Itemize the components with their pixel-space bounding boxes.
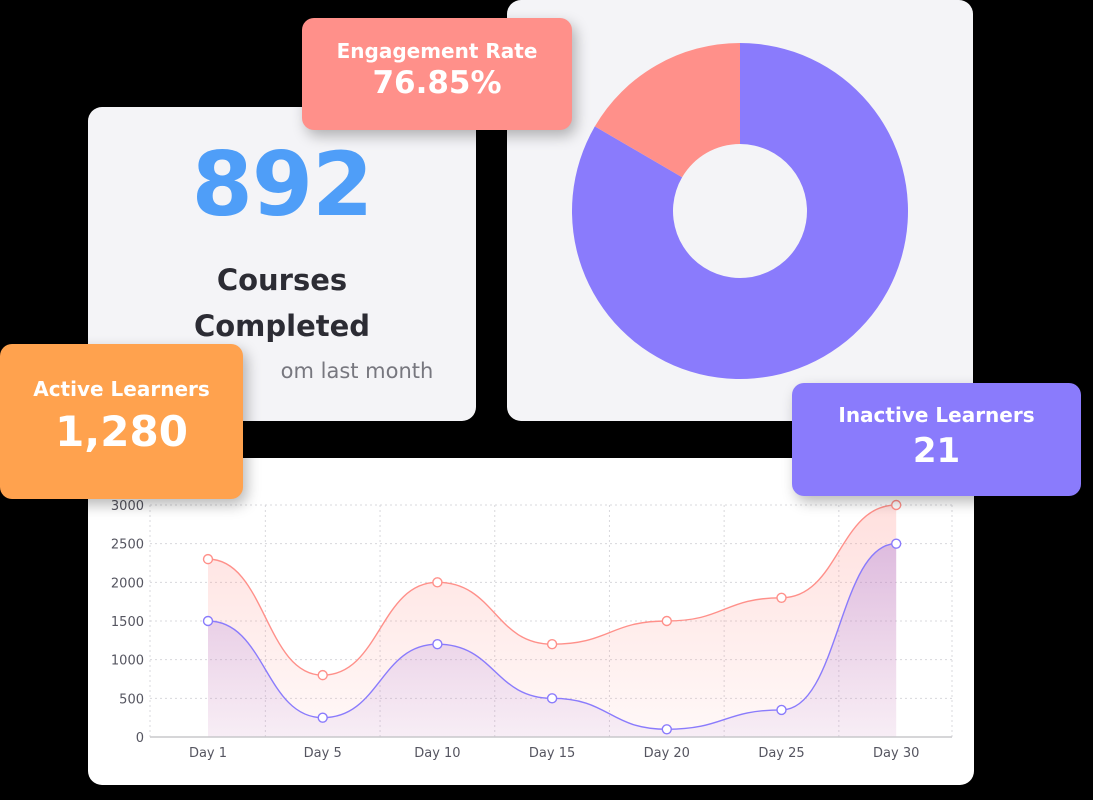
inactive-learners-badge: Inactive Learners 21	[792, 383, 1081, 496]
data-point[interactable]	[661, 615, 672, 627]
line-chart-card: 0 500 1000 1500 2000 2500 3000 Day 1 Day 5 Day 10…	[88, 458, 974, 785]
data-point[interactable]	[317, 669, 328, 681]
engagement-rate-value: 76.85%	[372, 65, 502, 101]
donut-chart-card	[507, 0, 973, 421]
courses-completed-subtext: om last month	[280, 359, 434, 383]
active-learners-label: Active Learners	[33, 377, 210, 401]
data-point[interactable]	[776, 592, 787, 603]
engagement-rate-badge: Engagement Rate 76.85%	[302, 18, 572, 130]
data-point[interactable]	[202, 553, 214, 565]
donut-chart	[572, 42, 908, 379]
data-point[interactable]	[432, 577, 443, 588]
data-point[interactable]	[202, 615, 214, 627]
engagement-rate-label: Engagement Rate	[336, 39, 538, 63]
x-tick-label: Day 5	[304, 746, 342, 761]
active-learners-badge: Active Learners 1,280	[0, 344, 243, 499]
courses-label-line2: Completed	[193, 309, 371, 343]
x-tick-label: Day 30	[873, 746, 919, 761]
y-tick-label: 500	[119, 692, 144, 707]
inactive-learners-value: 21	[912, 431, 961, 471]
chart-axes: 0 500 1000 1500 2000 2500 3000 Day 1 Day 5 Day 10…	[111, 499, 952, 761]
x-tick-label: Day 1	[189, 746, 227, 761]
chart-areas	[208, 505, 897, 737]
x-tick-label: Day 20	[644, 746, 690, 761]
x-tick-label: Day 15	[529, 746, 575, 761]
y-tick-label: 1500	[111, 615, 144, 630]
donut-slice-other	[594, 42, 740, 178]
data-point[interactable]	[317, 712, 328, 723]
courses-completed-label: Courses Completed	[88, 257, 476, 349]
x-tick-label: Day 25	[758, 746, 804, 761]
courses-completed-value: 892	[191, 133, 374, 236]
data-point[interactable]	[891, 538, 902, 549]
data-point[interactable]	[546, 693, 558, 704]
active-learners-value: 1,280	[55, 407, 188, 456]
chart-points	[202, 499, 902, 735]
y-tick-label: 1000	[111, 654, 144, 669]
donut-slice-active	[572, 43, 908, 379]
area-fill-1	[208, 543, 897, 737]
y-tick-label: 3000	[111, 499, 144, 514]
y-tick-label: 2500	[111, 538, 144, 553]
y-tick-label: 0	[136, 731, 144, 746]
courses-label-line1: Courses	[216, 263, 348, 297]
data-point[interactable]	[891, 499, 902, 511]
donut-slices	[572, 42, 908, 379]
data-point[interactable]	[546, 639, 558, 650]
data-point[interactable]	[776, 704, 787, 716]
area-fill-0	[208, 505, 897, 737]
data-point[interactable]	[432, 639, 443, 650]
x-tick-label: Day 10	[414, 746, 460, 761]
y-tick-label: 2000	[111, 576, 144, 591]
data-point[interactable]	[661, 724, 672, 735]
inactive-learners-label: Inactive Learners	[838, 403, 1035, 427]
